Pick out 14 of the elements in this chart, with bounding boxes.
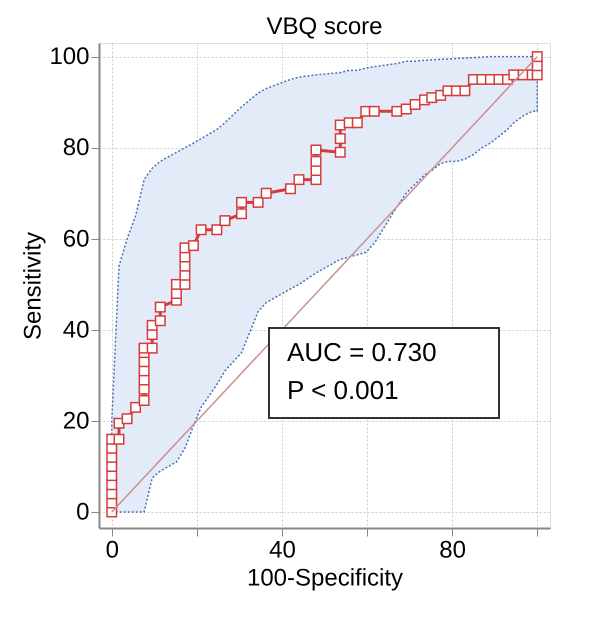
chart-title: VBQ score: [266, 13, 383, 40]
y-axis-title: Sensitivity: [19, 232, 46, 340]
x-tick-label: 0: [106, 536, 119, 564]
y-tick-label: 20: [62, 407, 90, 434]
x-tick-label: 80: [439, 536, 466, 564]
x-axis-title: 100-Specificity: [246, 564, 404, 592]
x-tick-label: 40: [269, 536, 296, 564]
y-tick-label: 100: [49, 43, 90, 70]
annotation: P < 0.001: [287, 375, 399, 405]
y-tick-label: 0: [76, 498, 90, 526]
y-tick-label: 40: [62, 316, 90, 344]
annotation: AUC = 0.730: [287, 337, 437, 367]
y-tick-label: 80: [62, 134, 90, 162]
y-tick-label: 60: [62, 225, 90, 252]
